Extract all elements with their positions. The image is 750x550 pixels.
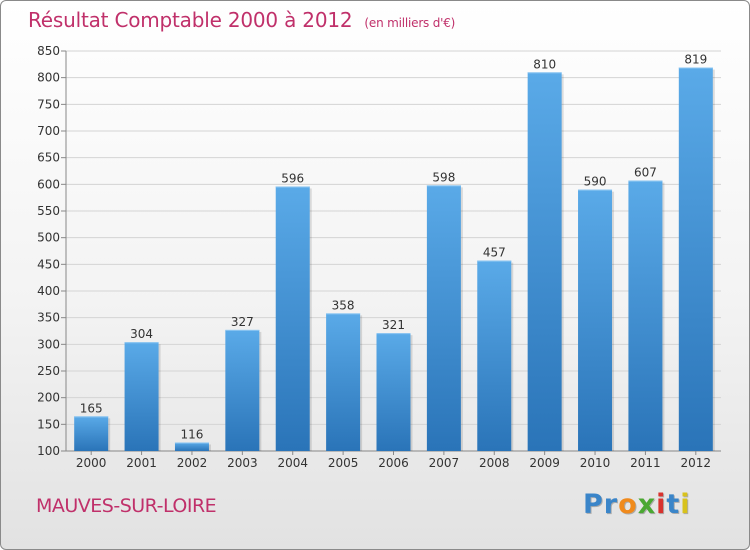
- logo-letter: x: [637, 489, 657, 520]
- bar: [477, 260, 512, 451]
- data-label: 810: [533, 57, 556, 71]
- y-tick-label: 800: [37, 71, 60, 85]
- y-tick-label: 200: [37, 391, 60, 405]
- x-tick-label: 2012: [681, 456, 712, 470]
- bar: [628, 180, 663, 451]
- bar: [527, 72, 562, 451]
- data-label: 304: [130, 327, 153, 341]
- data-label: 598: [432, 170, 455, 184]
- data-label: 607: [634, 166, 657, 180]
- data-label: 819: [684, 53, 707, 67]
- x-tick-label: 2009: [529, 456, 560, 470]
- logo-letter: o: [618, 489, 638, 520]
- y-tick-label: 550: [37, 204, 60, 218]
- x-tick-label: 2000: [76, 456, 107, 470]
- bar: [426, 185, 461, 451]
- y-tick-label: 650: [37, 151, 60, 165]
- logo-letter: i: [656, 489, 667, 520]
- x-tick-label: 2010: [580, 456, 611, 470]
- data-label: 165: [80, 401, 103, 415]
- logo-letter: r: [603, 489, 619, 520]
- x-tick-label: 2004: [277, 456, 308, 470]
- x-tick-label: 2001: [126, 456, 157, 470]
- y-tick-label: 350: [37, 311, 60, 325]
- bar: [326, 313, 361, 451]
- chart-subtitle: (en milliers d'€): [364, 16, 456, 30]
- bar: [174, 442, 209, 451]
- y-tick-label: 500: [37, 231, 60, 245]
- logo-letter: t: [666, 489, 681, 520]
- x-tick-label: 2006: [378, 456, 409, 470]
- bar: [275, 186, 310, 451]
- proxiti-logo: Proxiti: [583, 489, 691, 520]
- y-tick-label: 450: [37, 257, 60, 271]
- data-label: 596: [281, 171, 304, 185]
- bar: [74, 416, 109, 451]
- x-tick-label: 2007: [429, 456, 460, 470]
- y-tick-label: 100: [37, 444, 60, 458]
- y-tick-label: 150: [37, 417, 60, 431]
- y-tick-label: 750: [37, 97, 60, 111]
- data-label: 327: [231, 315, 254, 329]
- x-tick-label: 2003: [227, 456, 258, 470]
- data-label: 590: [584, 175, 607, 189]
- y-tick-label: 400: [37, 284, 60, 298]
- x-tick-label: 2002: [177, 456, 208, 470]
- logo-letter: i: [680, 489, 691, 520]
- data-label: 358: [332, 298, 355, 312]
- bar: [225, 329, 260, 451]
- y-tick-label: 250: [37, 364, 60, 378]
- y-tick-label: 300: [37, 337, 60, 351]
- y-tick-label: 700: [37, 124, 60, 138]
- bar: [376, 333, 411, 451]
- logo-letter: P: [583, 489, 604, 520]
- axis-layer: 100 150 200 250 300 350 400 450 500 550 600 650 700 7…: [37, 44, 721, 470]
- y-tick-label: 600: [37, 177, 60, 191]
- chart-title-text: Résultat Comptable 2000 à 2012: [28, 8, 353, 32]
- bar-layer: [74, 67, 715, 452]
- commune-name: MAUVES-SUR-LOIRE: [36, 495, 217, 517]
- data-label: 321: [382, 318, 405, 332]
- y-tick-label: 850: [37, 44, 60, 58]
- x-tick-label: 2005: [328, 456, 359, 470]
- bar: [678, 67, 713, 452]
- bar: [124, 342, 159, 451]
- data-label: 457: [483, 246, 506, 260]
- x-tick-label: 2008: [479, 456, 510, 470]
- x-tick-label: 2011: [630, 456, 661, 470]
- chart-title: Résultat Comptable 2000 à 2012 (en millie…: [28, 8, 455, 32]
- label-layer: 165 304 116 327 596 358 321 598 457 810 590 607 819: [80, 53, 708, 442]
- data-label: 116: [181, 427, 204, 441]
- bar: [578, 189, 613, 451]
